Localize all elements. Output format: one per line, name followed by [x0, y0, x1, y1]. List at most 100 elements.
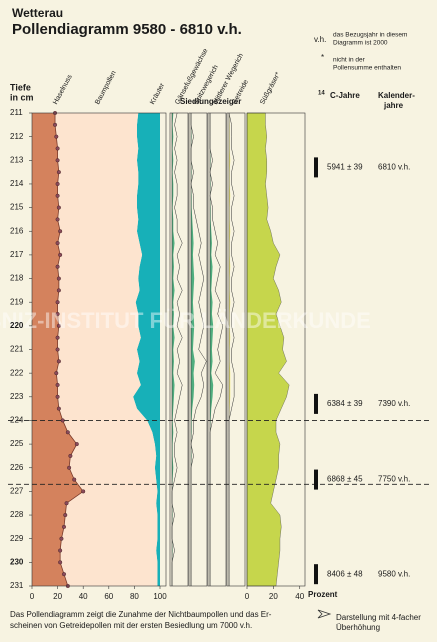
y-tick-label: 221 [10, 345, 24, 354]
indicator-area [191, 113, 195, 586]
hazel-point [65, 430, 70, 435]
hazel-point [81, 489, 86, 494]
hazel-point [55, 312, 60, 317]
note-text: Diagramm ist 2000 [333, 40, 388, 47]
c14-sup: 14 [318, 91, 325, 97]
hazel-point [74, 442, 79, 447]
x-tick-label: 20 [269, 592, 278, 601]
x-tick-label: 80 [130, 592, 139, 601]
y-tick-label: 220 [10, 321, 24, 330]
hazel-point [54, 371, 59, 376]
c14-date: 8406 ± 48 [327, 569, 363, 578]
hazel-point [54, 134, 59, 139]
cal-date: 9580 v.h. [378, 569, 410, 578]
y-tick-label: 217 [10, 250, 24, 259]
y-tick-label: 231 [10, 581, 24, 590]
cal-date: 6810 v.h. [378, 163, 410, 172]
y-tick-label: 212 [10, 132, 24, 141]
c14-date: 6384 ± 39 [327, 399, 363, 408]
legend-note: Überhöhung [336, 623, 380, 632]
subtitle: Pollendiagramm 9580 - 6810 v.h. [12, 21, 242, 38]
hazel-point [56, 406, 61, 411]
hazel-point [56, 359, 61, 364]
y-tick-label: 228 [10, 510, 24, 519]
hazel-point [58, 548, 63, 553]
y-label: Tiefe [10, 82, 31, 92]
c14-date: 6868 ± 45 [327, 475, 363, 484]
y-tick-label: 222 [10, 368, 24, 377]
y-tick-label: 230 [10, 557, 24, 566]
y-tick-label: 213 [10, 155, 24, 164]
hazel-point [55, 394, 60, 399]
hazel-point [55, 300, 60, 305]
indicator-area [172, 113, 175, 586]
y-tick-label: 215 [10, 203, 24, 212]
x-tick-label: 60 [104, 592, 113, 601]
herbs-area [133, 113, 160, 586]
note-vh: v.h. [314, 35, 326, 44]
y-tick-label: 226 [10, 463, 24, 472]
panel-frame [188, 112, 208, 587]
panel-frame [169, 112, 189, 587]
indicator-area [210, 113, 214, 586]
hazel-point [55, 158, 60, 163]
x-tick-label: 40 [295, 592, 304, 601]
x-tick-label: 0 [245, 592, 250, 601]
hazel-point [72, 477, 77, 482]
x-label: Prozent [308, 590, 338, 599]
c14-header: C-Jahre [330, 91, 360, 100]
hazel-point [53, 122, 58, 127]
note-text: das Bezugsjahr in diesem [333, 32, 407, 39]
y-tick-label: 227 [10, 487, 24, 496]
y-tick-label: 223 [10, 392, 24, 401]
watermark: © LEIBNIZ-INSTITUT FÜR LÄNDERKUNDE [0, 308, 371, 333]
y-tick-label: 214 [10, 179, 24, 188]
hazel-point [55, 193, 60, 198]
group-label: Siedlungszeiger [180, 97, 241, 106]
hazel-point [58, 229, 63, 234]
hazel-point [55, 181, 60, 186]
y-tick-label: 218 [10, 274, 24, 283]
y-tick-label: 211 [10, 108, 23, 117]
panel-frame [246, 112, 306, 587]
indicator-area [229, 113, 231, 586]
hazel-point [55, 264, 60, 269]
date-bar [314, 564, 318, 585]
caption: scheinen von Getreidepollen mit der erst… [10, 621, 252, 630]
date-bar [314, 157, 318, 178]
hazel-point [56, 276, 61, 281]
hazel-point [63, 513, 68, 518]
date-bar [314, 469, 318, 490]
legend-icon [317, 609, 332, 619]
x-tick-label: 0 [30, 592, 35, 601]
cal-header: jahre [383, 101, 404, 110]
hazel-point [56, 170, 61, 175]
hazel-point [56, 205, 61, 210]
hazel-point [58, 560, 63, 565]
y-tick-label: 225 [10, 439, 24, 448]
note-star: * [321, 53, 324, 62]
x-tick-label: 20 [53, 592, 62, 601]
y-label: in cm [10, 92, 34, 102]
date-bar [314, 393, 318, 414]
x-tick-label: 40 [79, 592, 88, 601]
cal-header: Kalender- [378, 91, 415, 100]
panel-frame [207, 112, 227, 587]
hazel-point [59, 536, 64, 541]
hazel-point [55, 217, 60, 222]
indicator-exaggerated [171, 112, 183, 586]
note-text: nicht in der [333, 57, 366, 64]
hazel-point [62, 524, 67, 529]
hazel-point [55, 146, 60, 151]
title: Wetterau [12, 6, 63, 20]
hazel-point [55, 241, 60, 246]
hazel-point [55, 335, 60, 340]
c14-date: 5941 ± 39 [327, 163, 363, 172]
y-tick-label: 229 [10, 534, 24, 543]
legend-note: Darstellung mit 4-facher [336, 613, 421, 622]
y-tick-label: 219 [10, 297, 24, 306]
cal-date: 7750 v.h. [378, 475, 410, 484]
hazel-point [60, 418, 65, 423]
hazel-point [55, 347, 60, 352]
